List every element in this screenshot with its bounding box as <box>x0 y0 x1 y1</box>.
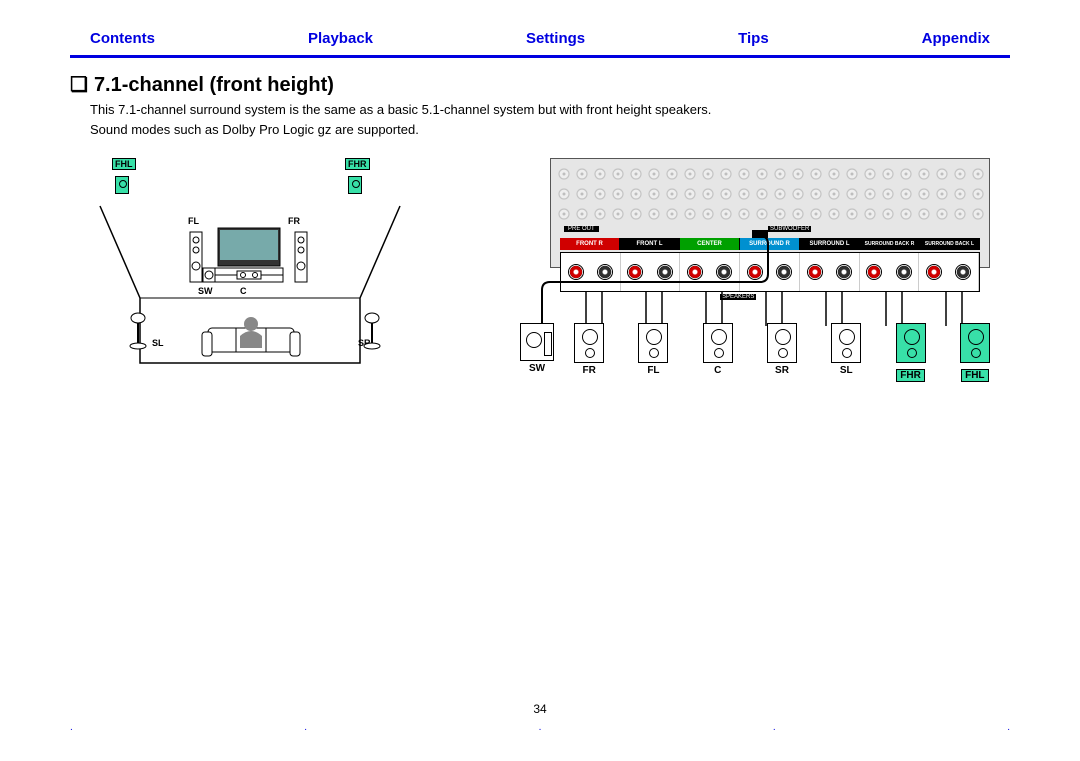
footer-dot[interactable]: . <box>1007 722 1010 733</box>
description-line-1: This 7.1-channel surround system is the … <box>90 101 1010 119</box>
subwoofer-icon <box>520 323 554 361</box>
spk-c-label: C <box>703 365 733 376</box>
spk-fr: FR <box>574 323 604 383</box>
footer-dot[interactable]: . <box>539 722 542 733</box>
nav-appendix[interactable]: Appendix <box>922 30 990 47</box>
nav-settings[interactable]: Settings <box>526 30 585 47</box>
top-nav: Contents Playback Settings Tips Appendix <box>70 30 1010 58</box>
speaker-icon-highlight <box>960 323 990 363</box>
spk-sw: SW <box>520 323 554 383</box>
spk-fhr-label: FHR <box>896 369 925 382</box>
page-number: 34 <box>0 702 1080 716</box>
spk-c: C <box>703 323 733 383</box>
spk-sr: SR <box>767 323 797 383</box>
spk-fhl: FHL <box>960 323 990 383</box>
rear-panel-diagram: // nothing here; visual circles below vi… <box>520 158 990 398</box>
footer-dot[interactable]: . <box>304 722 307 733</box>
speaker-icon <box>767 323 797 363</box>
room-layout-diagram: FHL FHR FL FR SW C SL SR <box>90 158 410 398</box>
speaker-icon-highlight <box>896 323 926 363</box>
footer-nav-dots: . . . . . <box>70 722 1010 733</box>
nav-contents[interactable]: Contents <box>90 30 155 47</box>
spk-fhr: FHR <box>895 323 925 383</box>
nav-tips[interactable]: Tips <box>738 30 769 47</box>
speaker-icon <box>703 323 733 363</box>
spk-sr-label: SR <box>767 365 797 376</box>
spk-fr-label: FR <box>574 365 604 376</box>
spk-fl-label: FL <box>638 365 668 376</box>
spk-sw-label: SW <box>520 363 554 374</box>
spk-sl: SL <box>831 323 861 383</box>
section-heading: ❏7.1-channel (front height) <box>70 72 1010 97</box>
spk-sl-label: SL <box>831 365 861 376</box>
room-svg <box>90 158 410 388</box>
spk-fhl-label: FHL <box>961 369 988 382</box>
speaker-row: SW FR FL C S <box>520 323 990 383</box>
description-line-2: Sound modes such as Dolby Pro Logic gz a… <box>90 121 1010 139</box>
speaker-icon <box>638 323 668 363</box>
footer-dot[interactable]: . <box>773 722 776 733</box>
spk-fl: FL <box>638 323 668 383</box>
speaker-icon <box>574 323 604 363</box>
speaker-icon <box>831 323 861 363</box>
nav-playback[interactable]: Playback <box>308 30 373 47</box>
footer-dot[interactable]: . <box>70 722 73 733</box>
